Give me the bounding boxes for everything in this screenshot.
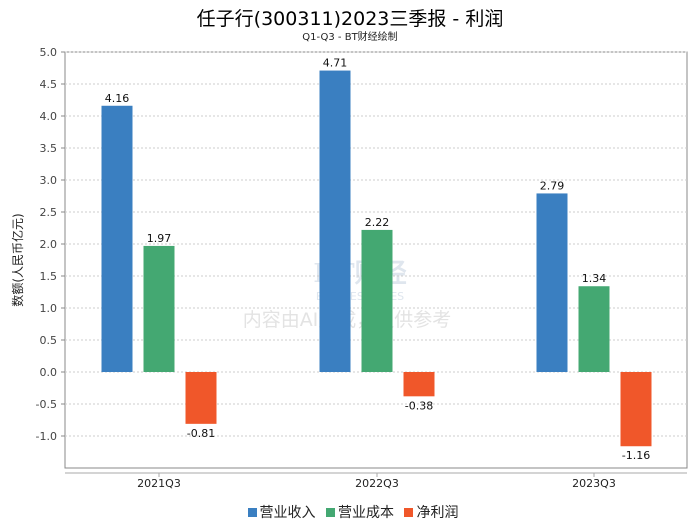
legend-swatch-cost (326, 508, 335, 517)
legend-swatch-revenue (247, 508, 257, 517)
bar (319, 70, 351, 372)
y-axis-label: 数额(人民币亿元) (10, 213, 25, 306)
legend: 营业收入 营业成本 净利润 (0, 502, 700, 522)
bar (620, 372, 652, 447)
data-label: 2.22 (365, 216, 390, 229)
x-tick-label: 2023Q3 (572, 477, 616, 490)
y-tick-label: 0.0 (40, 366, 58, 379)
bar (361, 229, 393, 372)
y-tick-label: 5.0 (40, 46, 58, 59)
y-tick-label: -1.0 (36, 430, 57, 443)
y-tick-label: 4.0 (40, 110, 58, 123)
legend-swatch-profit (404, 508, 414, 517)
y-tick-label: 4.5 (40, 78, 58, 91)
chart-title: 任子行(300311)2023三季报 - 利润 (196, 8, 504, 30)
bar (536, 193, 568, 372)
data-label: -0.38 (405, 399, 433, 412)
y-tick-label: -0.5 (36, 398, 57, 411)
y-tick-label: 0.5 (40, 334, 58, 347)
y-tick-label: 3.0 (40, 174, 58, 187)
bar (101, 105, 133, 372)
legend-label: 营业成本 (338, 505, 394, 521)
y-tick-label: 2.5 (40, 206, 58, 219)
data-label: 4.16 (105, 92, 130, 105)
legend-label: 营业收入 (259, 505, 316, 521)
y-tick-label: 2.0 (40, 238, 58, 251)
data-label: 2.79 (540, 179, 565, 192)
chart-subtitle: Q1-Q3 - BT财经绘制 (302, 32, 398, 43)
data-label: -1.16 (622, 449, 650, 462)
y-tick-label: 3.5 (40, 142, 58, 155)
data-label: 4.71 (323, 57, 348, 70)
bar (185, 372, 217, 424)
x-tick-label: 2022Q3 (355, 477, 399, 490)
y-tick-label: 1.5 (40, 270, 58, 283)
bar (403, 372, 435, 397)
bar (578, 286, 610, 372)
data-label: 1.97 (147, 232, 172, 245)
x-tick-label: 2021Q3 (137, 477, 181, 490)
bar (143, 245, 175, 372)
legend-label: 净利润 (416, 505, 459, 521)
plot-border (64, 51, 688, 469)
data-label: 1.34 (582, 272, 607, 285)
data-label: -0.81 (187, 427, 215, 440)
y-tick-label: 1.0 (40, 302, 58, 315)
